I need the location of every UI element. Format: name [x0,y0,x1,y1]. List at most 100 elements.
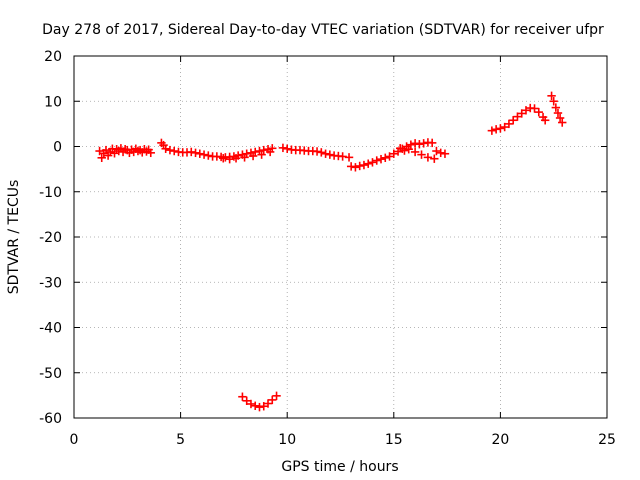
data-point [240,153,249,162]
data-point [255,402,264,412]
data-point [259,145,268,155]
data-point [504,119,514,129]
data-point [246,399,256,409]
data-point [508,116,518,125]
data-point [204,151,213,160]
x-tick-label: 10 [278,432,296,448]
data-point [385,152,394,161]
data-point [436,148,445,158]
data-point [558,118,567,127]
x-tick-label: 15 [385,432,403,448]
chart-title: Day 278 of 2017, Sidereal Day-to-day VTE… [42,22,604,38]
y-tick-label: -30 [39,275,62,291]
y-tick-label: -50 [39,366,62,382]
x-tick-label: 20 [491,432,509,448]
data-point [540,116,550,125]
data-point [500,122,509,132]
data-point [187,147,196,157]
data-point [368,158,377,167]
data-point [432,146,441,156]
data-point [534,107,543,117]
data-series [95,91,567,412]
y-tick-label: -40 [39,321,62,337]
data-point [355,161,364,171]
data-point [325,150,335,159]
y-axis-label: SDTVAR / TECUs [6,180,22,295]
data-point [389,149,399,158]
data-point [410,139,420,148]
data-point [195,149,204,158]
data-point [513,112,522,121]
data-point [191,148,200,158]
data-point [199,150,209,159]
data-point [410,147,420,157]
data-point [555,113,565,123]
data-point [415,140,424,149]
data-point [530,104,539,113]
data-point [427,138,437,148]
data-point [272,391,281,401]
data-point [551,103,561,112]
data-point [170,146,179,156]
data-point [161,144,170,153]
data-point [282,144,292,153]
x-tick-label: 0 [70,432,79,448]
data-point [430,154,439,163]
data-point [359,160,369,170]
data-point [344,153,354,162]
data-point [549,97,558,106]
y-tick-label: -60 [39,411,62,427]
data-point [242,396,251,406]
data-point [238,392,247,401]
axis-ticks: 0 5 10 15 20 25 20 10 0 -10 -20 -30 -40 -50 -60 [39,49,616,448]
data-point [321,149,330,158]
data-point [553,108,563,118]
data-point [268,395,277,405]
x-tick-label: 5 [176,432,185,448]
y-tick-label: -10 [39,185,62,201]
data-point [547,91,556,101]
data-point [248,151,258,161]
x-tick-label: 25 [598,432,616,448]
y-tick-label: 0 [53,140,62,156]
data-point [263,399,273,408]
data-point [419,139,428,148]
plot-frame [73,55,608,419]
y-tick-label: 10 [44,94,62,110]
data-point [496,124,505,133]
data-point [381,153,390,163]
data-point [517,109,526,118]
data-point [521,106,531,115]
data-point [351,163,360,172]
y-tick-label: 20 [44,49,62,65]
data-point [231,154,241,163]
data-point [491,125,501,134]
data-point [278,143,288,153]
data-point [251,401,260,410]
data-point [95,146,104,156]
data-point [317,148,326,157]
data-point [346,162,356,171]
data-point [225,154,234,164]
data-point [404,145,413,154]
data-point [312,147,322,156]
data-point [259,402,268,411]
data-point [265,147,275,157]
grid [74,56,607,418]
data-point [364,159,373,168]
data-point [417,150,426,159]
x-axis-label: GPS time / hours [281,459,398,475]
data-point [257,150,266,159]
data-point [338,152,347,161]
data-point [146,148,155,158]
data-point [376,154,386,164]
data-point [97,153,106,163]
data-point [423,153,433,162]
data-point [440,149,450,158]
data-point [372,156,381,165]
data-point [400,146,409,155]
y-tick-label: -20 [39,230,62,246]
data-point [101,145,111,155]
data-point [395,144,405,153]
